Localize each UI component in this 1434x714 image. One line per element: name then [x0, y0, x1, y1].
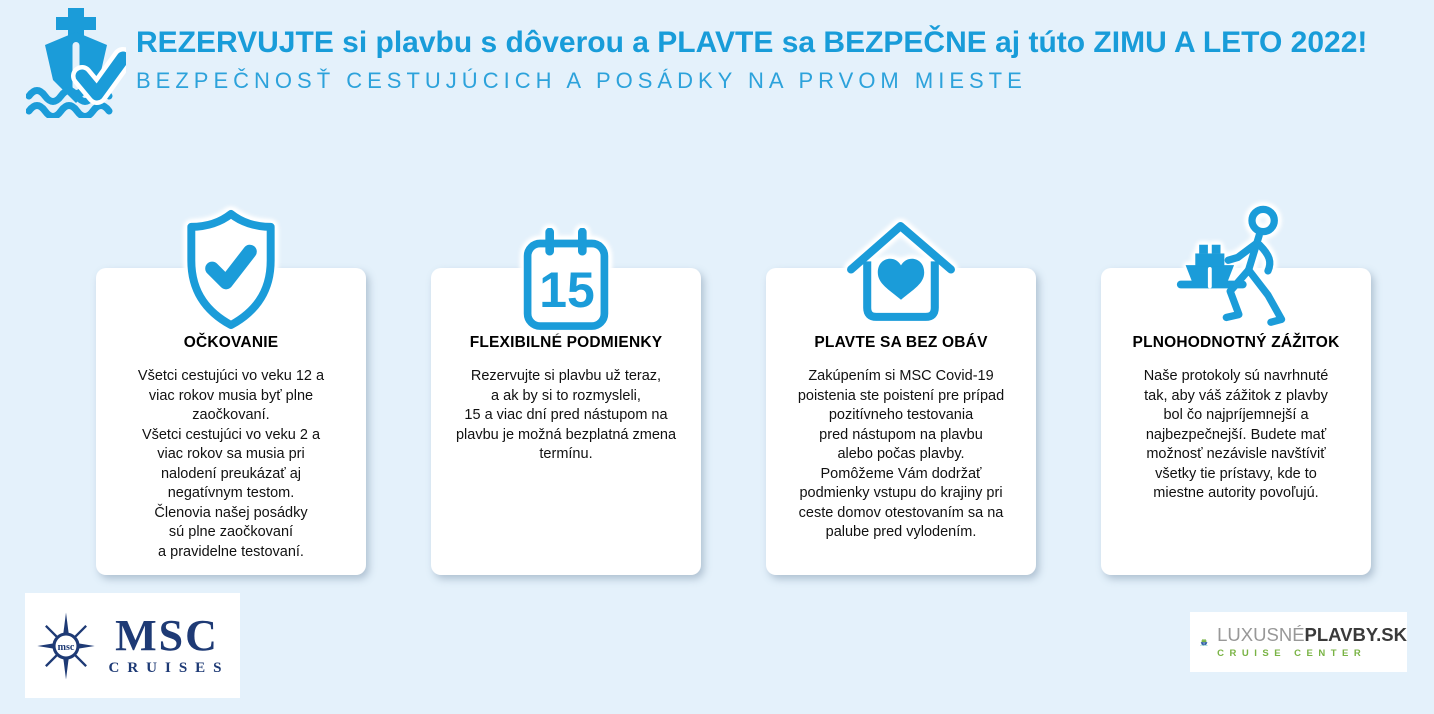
lp-cruise-center-label: CRUISE CENTER — [1217, 648, 1367, 660]
shield-check-icon — [187, 209, 275, 330]
msc-compass-rose-icon: msc — [37, 612, 96, 679]
card-title: PLAVTE SA BEZ OBÁV — [814, 334, 988, 351]
msc-wordmark: MSC — [115, 611, 219, 660]
lp-wordmark-light: LUXUSNÉ — [1217, 623, 1305, 645]
card-vaccination: OČKOVANIE Všetci cestujúci vo veku 12 a … — [96, 209, 366, 575]
card-body: Zakúpením si MSC Covid-19 poistenia ste … — [797, 368, 1005, 540]
lp-wordmark-bold: PLAVBY.SK — [1304, 623, 1407, 645]
card-body: Naše protokoly sú navrhnuté tak, aby váš… — [1143, 368, 1329, 501]
msc-cruises-label: CRUISES — [108, 660, 230, 676]
msc-cruises-logo[interactable]: msc MSC CRUISES — [25, 593, 240, 698]
card-body: Rezervujte si plavbu už teraz, a ak by s… — [455, 368, 677, 462]
card-body: Všetci cestujúci vo veku 12 a viac rokov… — [137, 368, 325, 560]
calendar-15-icon: 15 — [523, 228, 609, 330]
luxusneplavby-ship-icon — [1200, 639, 1208, 647]
card-flexible-terms: 15 FLEXIBILNÉ PODMIENKY Rezervujte si pl… — [431, 228, 701, 575]
page-subtitle: BEZPEČNOSŤ CESTUJÚCICH A POSÁDKY NA PRVO… — [136, 67, 1027, 93]
cruise-ship-check-icon — [26, 8, 126, 118]
msc-compass-text: msc — [58, 641, 75, 652]
walker-with-ship-icon — [1176, 205, 1286, 326]
card-title: PLNOHODNOTNÝ ZÁŽITOK — [1132, 334, 1340, 351]
card-full-experience: PLNOHODNOTNÝ ZÁŽITOK Naše protokoly sú n… — [1101, 205, 1371, 575]
card-title: FLEXIBILNÉ PODMIENKY — [469, 334, 663, 351]
card-sail-without-worries: PLAVTE SA BEZ OBÁV Zakúpením si MSC Covi… — [766, 222, 1036, 575]
benefit-cards: OČKOVANIE Všetci cestujúci vo veku 12 a … — [96, 205, 1371, 575]
house-heart-icon — [847, 222, 955, 321]
calendar-number: 15 — [539, 262, 595, 318]
header: REZERVUJTE si plavbu s dôverou a PLAVTE … — [26, 8, 1367, 118]
card-title: OČKOVANIE — [183, 334, 279, 351]
page-title: REZERVUJTE si plavbu s dôverou a PLAVTE … — [136, 26, 1368, 59]
luxusneplavby-logo[interactable]: LUXUSNÉPLAVBY.SK CRUISE CENTER — [1190, 612, 1407, 672]
